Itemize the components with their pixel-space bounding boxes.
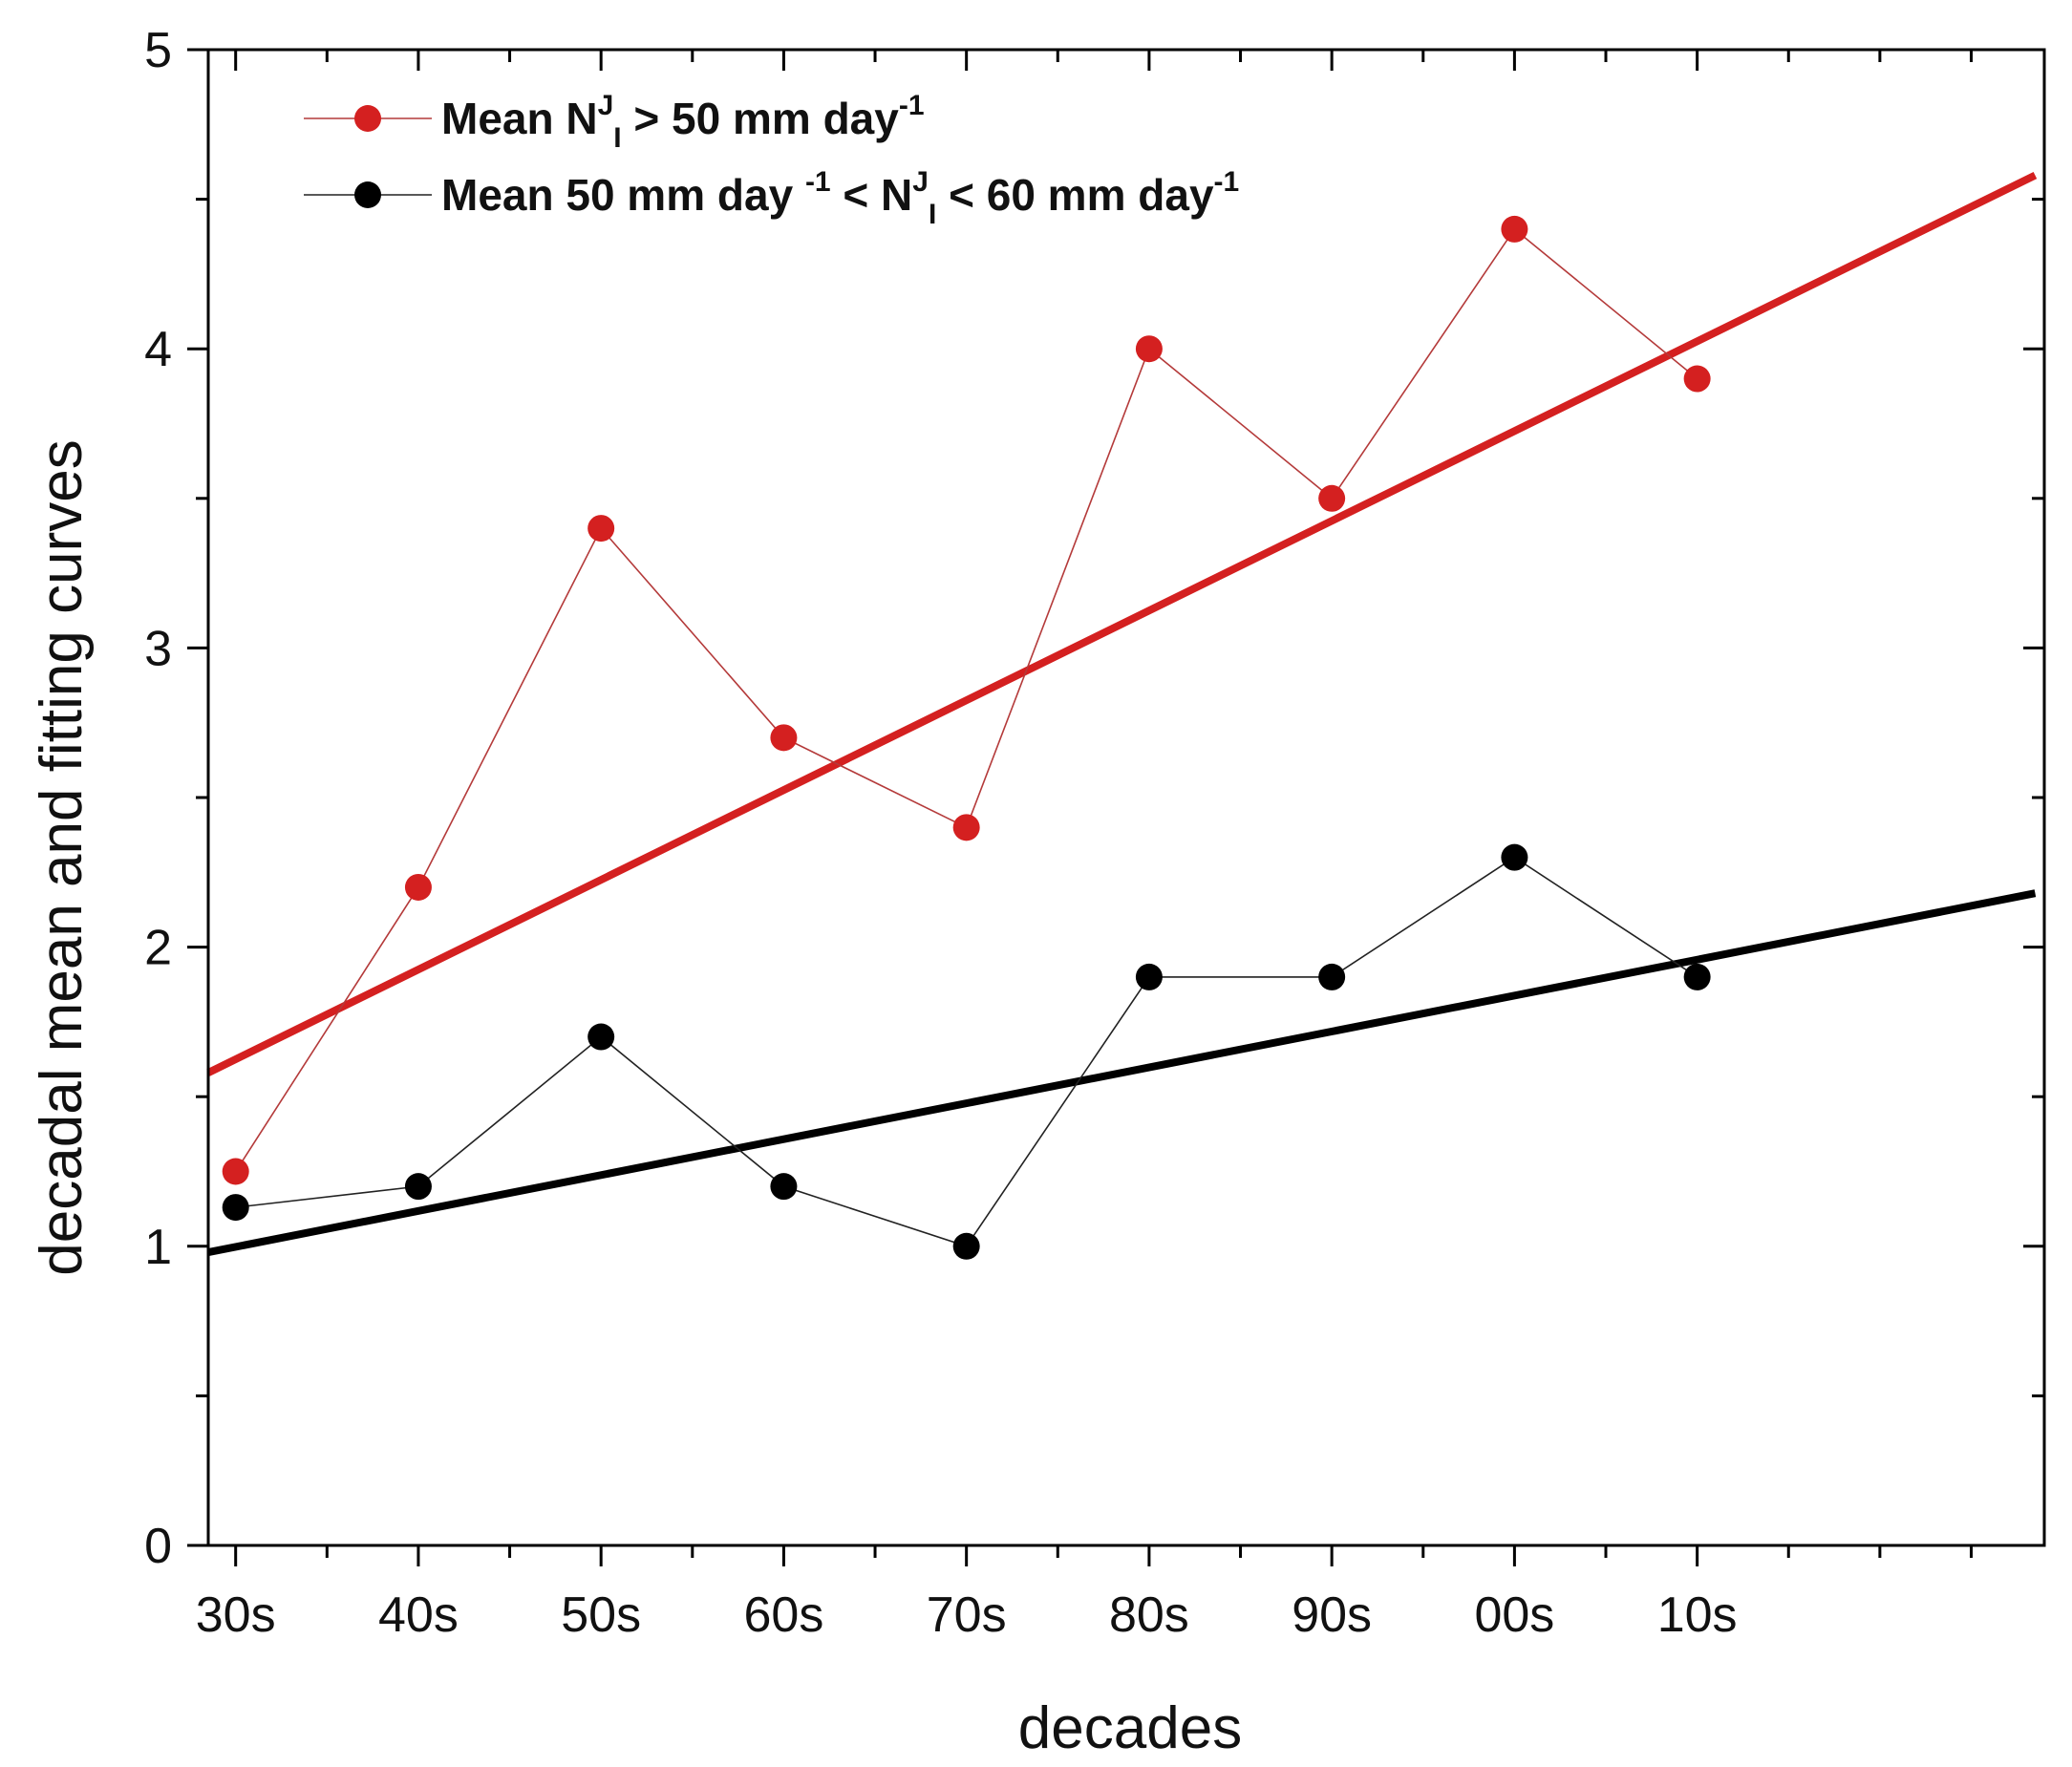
y-tick-label: 2: [144, 921, 172, 976]
legend-sup: -1: [805, 166, 831, 198]
x-tick-label-90s: 90s: [1292, 1587, 1372, 1643]
series-2-point-00s: [1501, 843, 1528, 871]
series-2-point-10s: [1683, 963, 1711, 990]
legend-sup: -1: [899, 90, 925, 121]
legend-text-part: Mean 50 mm day: [441, 170, 805, 220]
x-tick-label-80s: 80s: [1109, 1587, 1189, 1643]
y-tick-label: 4: [144, 322, 172, 377]
series-2-point-30s: [222, 1194, 249, 1222]
y-tick-label: 0: [144, 1519, 172, 1574]
legend-marker-1: [354, 105, 381, 132]
y-axis-title: decadal mean and fitting curves: [29, 439, 95, 1275]
legend-marker-2: [354, 181, 381, 208]
x-tick-label-00s: 00s: [1474, 1587, 1554, 1643]
series-1-point-00s: [1501, 215, 1528, 243]
series-2-point-90s: [1318, 963, 1346, 990]
x-tick-label-70s: 70s: [927, 1587, 1007, 1643]
legend-sup: -1: [1214, 166, 1240, 198]
x-tick-label-10s: 10s: [1657, 1587, 1738, 1643]
y-tick-label: 3: [144, 621, 172, 676]
legend-text-part: < 60 mm day: [936, 170, 1214, 220]
series-2-point-80s: [1135, 963, 1163, 990]
x-tick-label-50s: 50s: [561, 1587, 641, 1643]
series-1-point-60s: [770, 724, 798, 752]
x-tick-label-60s: 60s: [743, 1587, 823, 1643]
series-2-point-70s: [952, 1232, 980, 1260]
series-1-point-70s: [952, 814, 980, 841]
legend-sup: J: [912, 166, 929, 198]
fit-lines: [206, 171, 2038, 1256]
series-1-point-40s: [404, 873, 432, 901]
data-series: [222, 215, 1711, 1260]
series-1-point-30s: [222, 1158, 249, 1185]
legend-sub: I: [929, 199, 936, 230]
series-2-point-60s: [770, 1173, 798, 1201]
fit-line-2: [207, 889, 2037, 1256]
series-2-point-50s: [587, 1023, 615, 1051]
series-1-point-10s: [1683, 365, 1711, 393]
series-1-point-50s: [587, 515, 615, 543]
axes: 0 1 2 3 4 5 30s 40s 50s 60s 70s 80s 90s 00s 10s: [144, 23, 2046, 1643]
x-axis-title: decades: [1018, 1695, 1242, 1761]
y-tick-label: 5: [144, 23, 172, 78]
legend-sub: I: [613, 122, 621, 154]
y-tick-label: 1: [144, 1220, 172, 1275]
x-tick-label-30s: 30s: [196, 1587, 276, 1643]
legend-text-part: Mean N: [441, 94, 598, 143]
legend-text-part: < N: [831, 170, 913, 220]
legend-label-1: Mean NJI > 50 mm day-1: [441, 90, 925, 154]
series-1-point-80s: [1135, 335, 1163, 363]
legend-sup: J: [598, 90, 614, 121]
x-tick-label-40s: 40s: [378, 1587, 459, 1643]
legend-label-2: Mean 50 mm day -1 < NJI < 60 mm day-1: [441, 166, 1239, 230]
series-1-point-90s: [1318, 484, 1346, 512]
legend-text-part: > 50 mm day: [622, 94, 900, 143]
series-2-point-40s: [404, 1173, 432, 1201]
fit-line-1: [206, 171, 2038, 1076]
